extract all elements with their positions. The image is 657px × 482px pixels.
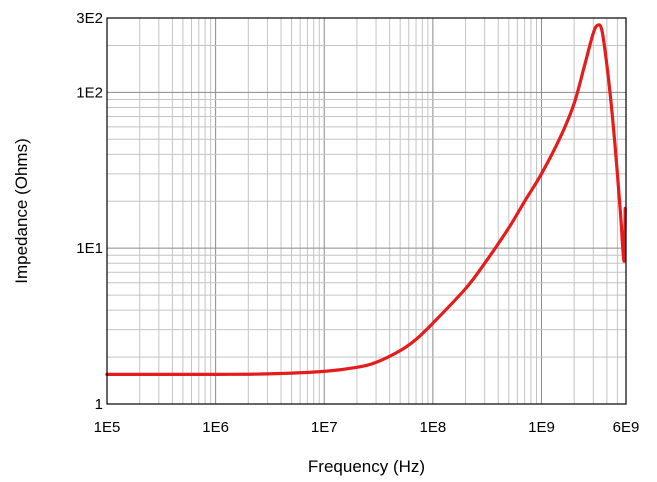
x-tick-label: 1E6 xyxy=(202,419,229,436)
y-tick-label: 1 xyxy=(95,396,103,413)
x-tick-label: 6E9 xyxy=(613,419,640,436)
y-tick-label: 3E2 xyxy=(76,10,103,27)
y-axis-title: Impedance (Ohms) xyxy=(12,138,31,284)
plot-frame xyxy=(106,17,627,405)
y-tick-label: 1E1 xyxy=(76,240,103,257)
y-tick-label: 1E2 xyxy=(76,84,103,101)
x-tick-label: 1E9 xyxy=(528,419,555,436)
x-tick-label: 1E5 xyxy=(94,419,121,436)
x-tick-label: 1E7 xyxy=(311,419,338,436)
grid xyxy=(106,17,627,405)
x-axis-title: Frequency (Hz) xyxy=(308,457,425,476)
series-layer xyxy=(105,23,627,376)
x-tick-labels: 1E5 1E6 1E7 1E8 1E9 6E9 xyxy=(94,419,640,436)
x-tick-label: 1E8 xyxy=(420,419,447,436)
impedance-series-line xyxy=(105,23,627,376)
y-tick-labels: 1 1E1 1E2 3E2 xyxy=(76,10,103,413)
